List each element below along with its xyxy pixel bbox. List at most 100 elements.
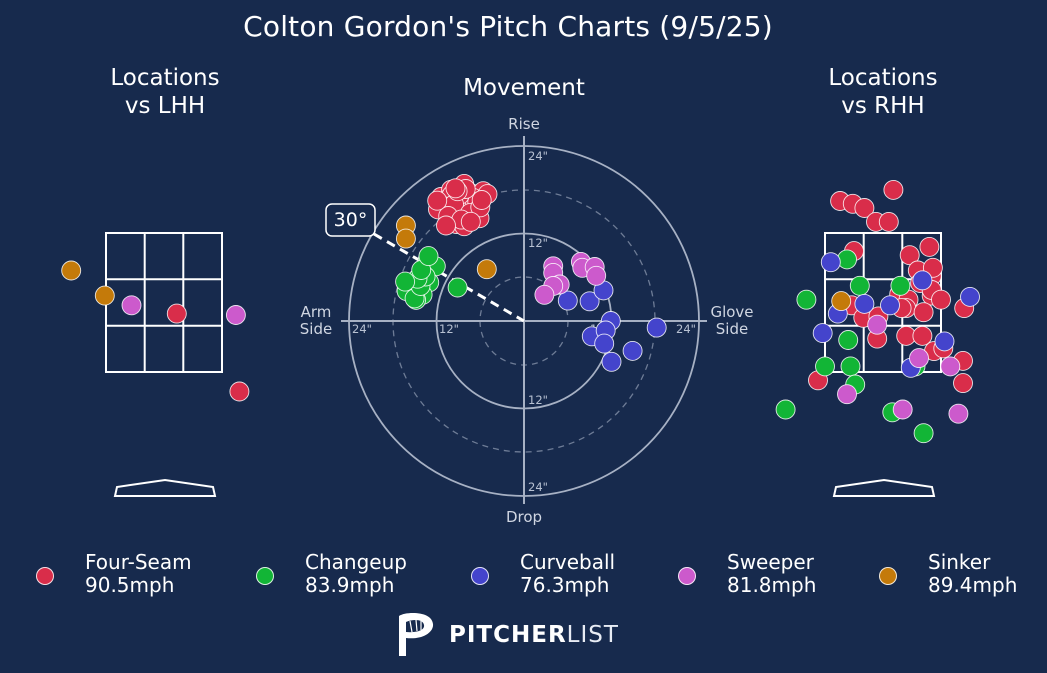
movement-pitch-curveball [646,317,667,338]
legend-pitch-name: Four-Seam [85,550,192,574]
rhh-pitch-changeup [890,275,911,296]
rhh-title-line2: vs RHH [841,93,925,119]
movement-pitch-changeup [395,271,416,292]
lhh-pitch-sweeper [225,305,246,325]
lhh-pitch-sweeper [121,295,142,316]
rhh-pitch-curveball [960,286,980,307]
movement-pitch-curveball [601,351,622,372]
rhh-pitch-curveball [912,270,933,291]
rhh-pitch-sweeper [948,403,969,424]
movement-pitch-four-seam [460,211,481,232]
movement-pitch-sinker [395,228,416,249]
legend-color-dot [256,567,274,585]
movement-pitch-sweeper [534,284,555,305]
rhh-pitch-curveball [880,295,900,316]
movement-ring-labels: 24" 12" 12" 24" 24" 12" 12" 24" [352,149,696,494]
rhh-pitch-four-seam [953,373,973,394]
movement-pitch-curveball [594,333,615,354]
movement-axis-labels: Rise Drop Arm Side Glove Side [300,115,754,526]
rhh-pitch-points [775,179,980,444]
rhh-pitch-curveball [854,293,875,314]
pitcherlist-wordmark: PITCHERLIST [449,622,619,648]
rhh-pitch-changeup [815,356,835,377]
rhh-pitch-four-seam [919,236,940,257]
rhh-pitch-four-seam [878,211,899,232]
movement-pitch-curveball [622,340,643,361]
axis-label-rise: Rise [508,115,540,133]
movement-pitch-curveball [579,291,600,312]
rhh-pitch-changeup [840,356,861,377]
lhh-panel-title: Locations vs LHH [65,64,265,120]
ring-label-bottom-24: 24" [528,480,548,494]
legend-pitch-name: Changeup [305,550,407,574]
pitcherlist-logo: PITCHERLIST [397,612,637,658]
movement-pitch-sinker [476,259,497,280]
arm-side-line: Arm [301,303,332,321]
rhh-pitch-four-seam [931,289,951,310]
rhh-pitch-sweeper [867,314,888,335]
rhh-pitch-changeup [796,289,817,310]
legend-pitch-speed: 83.9mph [305,573,395,597]
legend-pitch-name: Curveball [520,550,616,574]
ring-label-top-24: 24" [528,149,548,163]
legend-color-dot [471,567,489,585]
rhh-pitch-curveball [820,252,841,273]
rhh-pitch-four-seam [899,245,920,266]
legend-pitch-speed: 81.8mph [727,573,817,597]
lhh-pitch-sinker [61,260,82,281]
glove-side-line: Side [716,320,748,338]
rhh-pitch-sinker [831,291,852,312]
rhh-pitch-changeup [837,249,857,270]
arm-side-line: Side [300,320,332,338]
rhh-pitch-four-seam [913,302,934,323]
rhh-pitch-sweeper [837,384,857,405]
rhh-pitch-changeup [849,275,870,296]
legend-pitch-speed: 90.5mph [85,573,175,597]
arm-angle-label: 30° [334,209,368,231]
movement-pitch-changeup [418,246,439,267]
ring-label-top-12: 12" [528,236,548,250]
logo-text-bold: PITCHER [449,622,567,648]
movement-pitch-points [395,173,667,372]
rhh-pitch-curveball [812,323,833,344]
legend-pitch-name: Sweeper [727,550,814,574]
rhh-pitch-sweeper [909,348,929,369]
movement-panel-title: Movement [463,75,585,101]
lhh-pitch-four-seam [166,303,187,324]
rhh-pitch-changeup [838,330,859,350]
pitcherlist-p-icon [399,613,434,656]
lhh-home-plate [113,478,217,497]
legend-pitch-speed: 76.3mph [520,573,610,597]
logo-text-light: LIST [566,622,619,648]
movement-pitch-changeup [447,277,468,298]
glove-side-line: Glove [710,303,753,321]
legend-label: Sinker 89.4mph [928,551,1017,597]
lhh-title-line1: Locations [110,65,220,91]
rhh-pitch-curveball [934,331,955,352]
rhh-panel-title: Locations vs RHH [783,64,983,120]
legend-label: Four-Seam 90.5mph [85,551,192,597]
arm-angle-indicator: 30° [325,203,525,323]
legend-label: Sweeper 81.8mph [727,551,816,597]
legend-color-dot [879,567,897,585]
legend-color-dot [678,567,696,585]
axis-label-drop: Drop [506,508,542,526]
rhh-title-line1: Locations [828,65,938,91]
movement-pitch-sweeper [586,265,607,286]
lhh-pitch-four-seam [229,381,250,402]
movement-pitch-four-seam [427,190,448,211]
legend-label: Curveball 76.3mph [520,551,615,597]
movement-pitch-four-seam [471,190,492,210]
legend-pitch-name: Sinker [928,550,991,574]
lhh-pitch-points [61,260,250,402]
movement-pitch-four-seam [445,178,466,199]
ring-label-left-24: 24" [352,322,372,336]
legend-label: Changeup 83.9mph [305,551,407,597]
ring-label-left-12: 12" [439,322,459,336]
axis-label-arm-side: Arm Side [300,303,332,338]
rhh-pitch-sweeper [940,356,961,377]
ring-label-bottom-12: 12" [528,393,548,407]
movement-pitch-four-seam [436,215,456,236]
rhh-pitch-changeup [913,423,934,444]
legend-color-dot [36,567,54,585]
